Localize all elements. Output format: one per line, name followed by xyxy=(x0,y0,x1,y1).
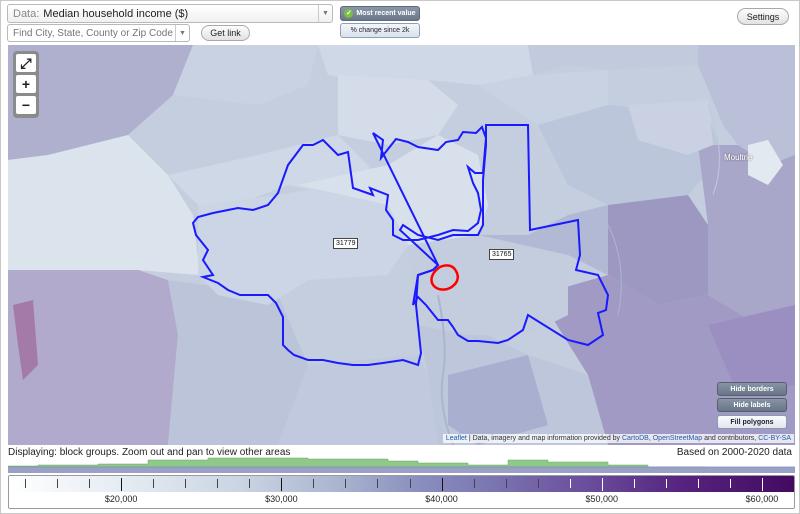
map-attribution: Leaflet | Data, imagery and map informat… xyxy=(442,434,794,443)
get-link-button[interactable]: Get link xyxy=(201,25,250,41)
search-box[interactable]: ▼ xyxy=(7,24,190,42)
attribution-text-3: and contributors, xyxy=(702,435,759,442)
search-input[interactable] xyxy=(13,27,173,39)
data-select-value: Median household income ($) xyxy=(43,7,189,20)
distribution-histogram xyxy=(8,457,795,473)
chevron-down-icon[interactable]: ▼ xyxy=(318,5,332,22)
zoom-in-button[interactable]: + xyxy=(16,75,36,93)
osm-link[interactable]: OpenStreetMap xyxy=(652,435,703,442)
scale-minor-tick xyxy=(729,479,731,488)
scale-label: $40,000 xyxy=(425,494,458,504)
scale-major-tick xyxy=(601,478,603,491)
zip-label-31765[interactable]: 31765 xyxy=(489,249,515,260)
zip-label-31779[interactable]: 31779 xyxy=(333,238,359,249)
map-polygons xyxy=(8,45,795,445)
scale-minor-tick xyxy=(249,479,251,488)
scale-minor-tick xyxy=(473,479,475,488)
pct-change-toggle[interactable]: % change since 2k xyxy=(340,23,420,38)
scale-minor-tick xyxy=(313,479,315,488)
color-scale-bar xyxy=(9,476,794,492)
zip-31765-border xyxy=(398,124,610,347)
displaying-text: Displaying: block groups. Zoom out and p… xyxy=(8,447,291,458)
map-canvas[interactable] xyxy=(8,45,795,445)
zoom-control: ⤢ + − xyxy=(13,51,39,118)
scale-minor-tick xyxy=(345,479,347,488)
scale-minor-tick xyxy=(537,479,539,488)
city-label: Moultrie xyxy=(724,153,753,162)
fullscreen-icon[interactable]: ⤢ xyxy=(16,54,36,72)
fill-polygons-button[interactable]: Fill polygons xyxy=(717,415,787,429)
scale-label: $20,000 xyxy=(104,494,138,504)
scale-major-tick xyxy=(441,478,443,491)
color-scale: $20,000 $30,000 $40,000 $50,000 $60,000 xyxy=(8,475,795,509)
scale-minor-tick xyxy=(569,479,571,488)
data-select-prefix: Data: xyxy=(13,7,40,20)
search-dropdown-chevron-icon[interactable]: ▼ xyxy=(175,25,189,41)
scale-label: $50,000 xyxy=(585,494,619,504)
hide-labels-button[interactable]: Hide labels xyxy=(717,398,787,412)
attribution-text-2: , xyxy=(648,435,653,442)
scale-label: $30,000 xyxy=(265,494,298,504)
most-recent-label: Most recent value xyxy=(356,10,416,17)
scale-minor-tick xyxy=(633,479,635,488)
attribution-text-1: | Data, imagery and map information prov… xyxy=(466,435,622,442)
scale-major-tick xyxy=(761,478,763,491)
scale-minor-tick xyxy=(153,479,155,488)
scale-minor-tick xyxy=(665,479,667,488)
highlight-area xyxy=(430,264,459,291)
hide-borders-button[interactable]: Hide borders xyxy=(717,382,787,396)
leaflet-link[interactable]: Leaflet xyxy=(445,435,467,442)
license-link[interactable]: CC-BY-SA xyxy=(758,435,791,442)
data-select[interactable]: Data: Median household income ($) ▼ xyxy=(7,4,333,23)
scale-minor-tick xyxy=(217,479,219,488)
scale-major-tick xyxy=(281,478,283,491)
scale-minor-tick xyxy=(409,479,411,488)
scale-minor-tick xyxy=(697,479,699,488)
most-recent-toggle[interactable]: ✓ Most recent value xyxy=(340,6,420,21)
scale-minor-tick xyxy=(89,479,91,488)
checkmark-icon: ✓ xyxy=(344,9,354,18)
cartodb-link[interactable]: CartoDB xyxy=(622,435,649,442)
scale-label: $60,000 xyxy=(745,494,779,504)
scale-major-tick xyxy=(121,478,123,491)
zoom-out-button[interactable]: − xyxy=(16,96,36,114)
scale-minor-tick xyxy=(185,479,187,488)
scale-minor-tick xyxy=(57,479,59,488)
scale-minor-tick xyxy=(25,479,27,488)
based-on-text: Based on 2000-2020 data xyxy=(676,447,792,458)
scale-minor-tick xyxy=(505,479,507,488)
settings-button[interactable]: Settings xyxy=(737,8,789,25)
scale-minor-tick xyxy=(377,479,379,488)
